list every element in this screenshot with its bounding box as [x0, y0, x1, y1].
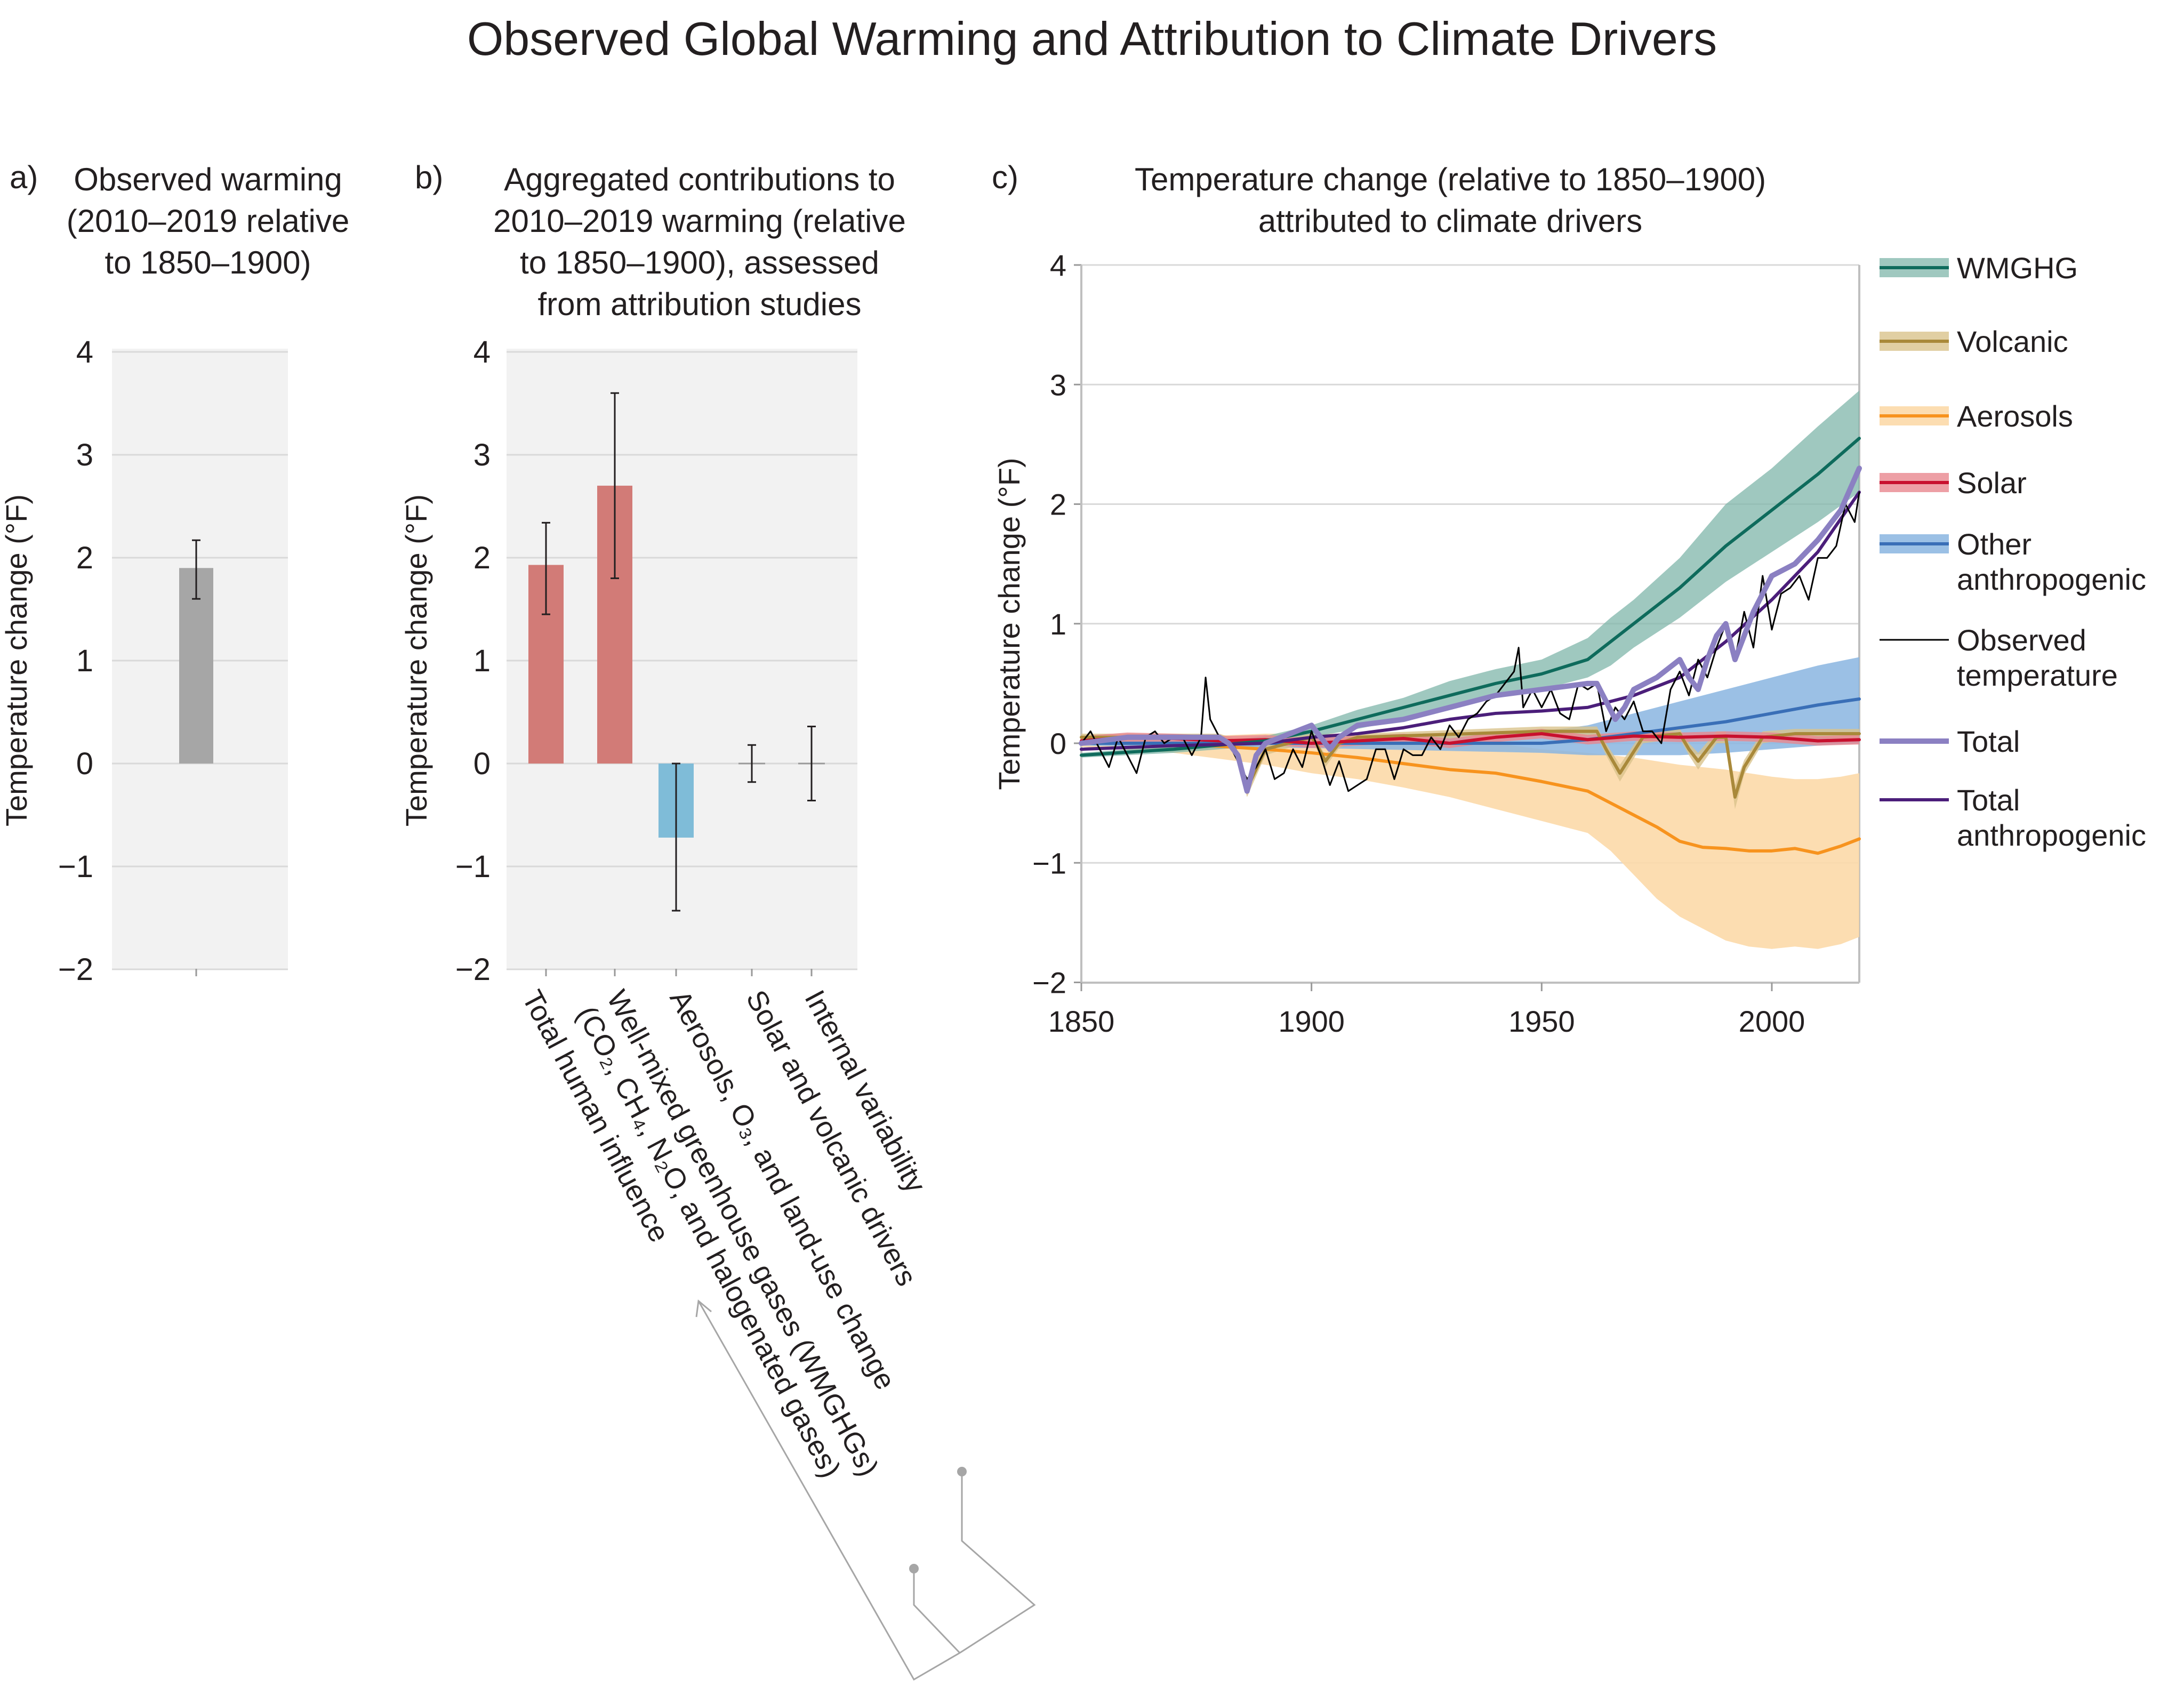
panel-a-title-line: (2010–2019 relative [66, 203, 350, 239]
panel-c-y-tick-label: −2 [1032, 966, 1066, 1000]
panel-c-band-wmghg [1081, 390, 1859, 758]
panel-c-title-line: Temperature change (relative to 1850–190… [1134, 162, 1767, 197]
panel-c-line-volcanic [1080, 729, 1861, 799]
panel-c-x-tick-label: 2000 [1739, 1005, 1805, 1038]
panel-b-title-line: Aggregated contributions to [504, 162, 895, 197]
panel-c-letter: c) [992, 159, 1018, 195]
legend-label: Other [1957, 527, 2032, 561]
panel-a-y-tick-label: −2 [58, 952, 93, 987]
panel-c-line-total [1079, 465, 1862, 794]
legend-label: Total [1957, 725, 2020, 758]
panel-b-letter: b) [415, 159, 444, 195]
panel-b-leader-line [697, 1300, 960, 1681]
panel-a-y-tick-label: 3 [76, 438, 93, 472]
panel-a-title: Observed warming (2010–2019 relative to … [59, 159, 357, 284]
panel-b-leader-line [959, 1472, 1036, 1654]
panel-b-title: Aggregated contributions to 2010–2019 wa… [460, 159, 940, 325]
panel-c-x-tick-label: 1950 [1508, 1005, 1575, 1038]
legend-label: Volcanic [1957, 325, 2068, 358]
legend-item-solar: Solar [1880, 466, 2027, 500]
panel-c-x-tick-label: 1900 [1278, 1005, 1345, 1038]
panel-c-y-tick-label: 2 [1050, 488, 1066, 521]
panel-a-bar [179, 568, 213, 764]
panel-b-leader-arrowhead [695, 1299, 712, 1318]
panel-b-title-line: from attribution studies [537, 286, 862, 322]
panel-a-y-tick-label: −1 [58, 849, 93, 884]
panel-c-title-line: attributed to climate drivers [1258, 203, 1643, 239]
panel-c-line-wmghg [1080, 437, 1861, 757]
panel-b-plot-background [507, 349, 857, 969]
legend-label: Aerosols [1957, 399, 2073, 433]
panel-c-y-tick-label: 3 [1050, 368, 1066, 401]
panel-b-y-tick-label: 3 [473, 438, 491, 472]
panel-c-y-tick-label: −1 [1032, 846, 1066, 880]
legend-label: WMGHG [1957, 251, 2078, 285]
legend-item-aerosols: Aerosols [1880, 399, 2073, 433]
legend-label: Observed [1957, 623, 2086, 657]
panel-a-y-tick-label: 4 [76, 335, 93, 369]
panel-a-title-line: Observed warming [74, 162, 342, 197]
panel-c-title: Temperature change (relative to 1850–190… [1088, 159, 1813, 242]
legend-label: anthropogenic [1957, 563, 2146, 596]
panel-a-y-axis-label: Temperature change (°F) [0, 494, 33, 826]
panel-c-band-aerosols [1081, 734, 1859, 949]
panel-c-line-solar [1080, 732, 1861, 745]
panel-a-y-tick-label: 0 [76, 746, 93, 781]
panel-b-y-tick-label: −2 [455, 952, 491, 987]
legend-label: Solar [1957, 466, 2027, 500]
panel-c-line-aerosols [1080, 742, 1861, 855]
panel-b-y-tick-label: 4 [473, 335, 491, 369]
legend-label: Total [1957, 783, 2020, 817]
panel-a-title-line: to 1850–1900) [105, 245, 311, 280]
main-title: Observed Global Warming and Attribution … [467, 12, 1717, 65]
panel-c-y-axis-label: Temperature change (°F) [992, 457, 1026, 790]
panel-c-y-tick-label: 1 [1050, 607, 1066, 641]
panel-b-leader-line [913, 1569, 961, 1654]
panel-c-line-other-anthropogenic [1080, 697, 1861, 745]
panel-b-y-tick-label: 1 [473, 644, 491, 678]
panel-b-y-tick-label: 2 [473, 541, 491, 575]
panel-a-letter: a) [10, 159, 38, 195]
panel-b-title-line: 2010–2019 warming (relative [493, 203, 906, 239]
legend-item-wmghg: WMGHG [1880, 251, 2078, 285]
panel-a-y-tick-label: 2 [76, 541, 93, 575]
panel-a-y-tick-label: 1 [76, 644, 93, 678]
legend-item-volcanic: Volcanic [1880, 325, 2068, 358]
panel-b-y-tick-label: −1 [455, 849, 491, 884]
panel-b-title-line: to 1850–1900), assessed [520, 245, 879, 280]
panel-c-y-tick-label: 0 [1050, 727, 1066, 760]
panel-c-x-tick-label: 1850 [1048, 1005, 1115, 1038]
legend-label: anthropogenic [1957, 818, 2146, 852]
panel-b-y-tick-label: 0 [473, 746, 491, 781]
panel-b-y-axis-label: Temperature change (°F) [399, 494, 433, 826]
legend-label: temperature [1957, 658, 2118, 692]
panel-c-y-tick-label: 4 [1050, 248, 1066, 282]
legend-item-total: Total [1880, 725, 2020, 758]
